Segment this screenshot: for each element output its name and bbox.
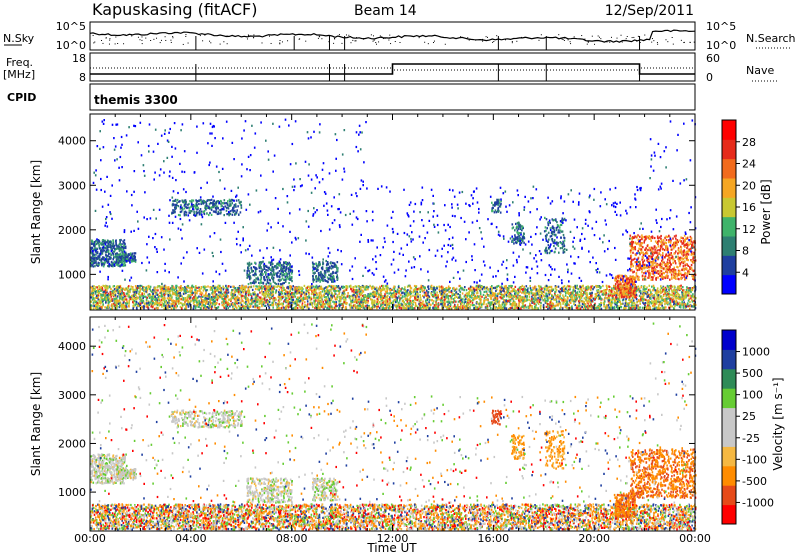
colorbar-swatch [722,465,736,486]
power-ylabel: Slant Range [km] [29,160,43,264]
colorbar-swatch [722,255,736,276]
colorbar-tick-label: 1000 [742,346,770,359]
colorbar-tick-label: -100 [742,453,767,466]
colorbar-tick-label: -1000 [742,496,774,509]
colorbar-swatch [722,274,736,295]
nave-series [90,67,695,71]
colorbar-tick-label: 8 [742,245,749,258]
nsky-tick-low: 10^0 [56,39,86,52]
cpid-value: themis 3300 [94,93,178,107]
freq-tick-high: 18 [72,52,86,65]
nave-tick-low: 0 [706,71,713,84]
colorbar-tick-label: 25 [742,410,756,423]
colorbar-tick-label: -25 [742,432,760,445]
colorbar-tick-label: 20 [742,179,756,192]
colorbar-tick-label: 24 [742,158,756,171]
nave-tick-high: 60 [706,52,720,65]
y-tick-label: 3000 [58,389,86,402]
colorbar-tick-label: 100 [742,389,763,402]
nsky-label: N.Sky [3,32,35,45]
colorbar-swatch [722,158,736,179]
colorbar-swatch [722,349,736,370]
colorbar-swatch [722,504,736,525]
colorbar-swatch [722,388,736,409]
nsky-panel: N.Sky 10^5 10^0 10^5 10^0 N.Search [3,20,796,52]
y-tick-label: 4000 [58,340,86,353]
nsearch-tick-high: 10^5 [706,20,736,33]
x-tick-label: 04:00 [175,532,207,545]
cpid-label: CPID [7,91,36,104]
freq-series [90,63,695,75]
colorbar-tick-label: 12 [742,223,756,236]
colorbar-swatch [722,178,736,198]
colorbar-tick-label: 500 [742,367,763,380]
freq-label: Freq. [6,56,33,69]
velocity-ylabel: Slant Range [km] [29,372,43,476]
y-tick-label: 3000 [58,179,86,192]
x-tick-label: 00:00 [74,532,106,545]
y-tick-label: 4000 [58,135,86,148]
colorbar-swatch [722,216,736,237]
nsearch-tick-low: 10^0 [706,39,736,52]
cpid-panel: CPID themis 3300 [7,83,696,111]
station-title: Kapuskasing (fitACF) [92,0,257,19]
x-axis-label: Time UT [366,541,417,554]
cpid-frame [89,83,696,111]
freq-unit: [MHz] [3,68,35,81]
colorbar-swatch [722,120,736,140]
velocity-colorbar: -1000 -500 -100 -25 25 100 500 1000 [721,329,774,525]
y-tick-label: 2000 [58,437,86,450]
colorbar-tick-label: 16 [742,201,756,214]
y-tick-label: 1000 [58,486,86,499]
velocity-frame [89,316,696,532]
x-tick-label: 00:00 [679,532,711,545]
power-panel: 1000 2000 3000 4000 Slant Range [km] 4 8 12 16… [29,113,773,311]
power-scatter [90,118,697,310]
x-tick-label: 16:00 [477,532,509,545]
colorbar-swatch [722,197,736,218]
colorbar-tick-label: -500 [742,475,767,488]
x-tick-label: 12:00 [377,532,409,545]
nsky-scan-markers [89,36,641,50]
colorbar-tick-label: 28 [742,136,756,149]
colorbar-tick-label: 4 [742,266,749,279]
nsky-tick-high: 10^5 [56,20,86,33]
nave-label: Nave [746,64,774,77]
x-axis-tick-labels: 00:00 04:00 08:00 12:00 16:00 20:00 00:00 [74,532,711,545]
nsky-series [89,29,696,43]
colorbar-swatch [722,236,736,256]
y-tick-label: 2000 [58,224,86,237]
x-tick-label: 08:00 [276,532,308,545]
beam-title: Beam 14 [354,3,417,19]
velocity-scatter [90,322,697,531]
velocity-colorbar-label: Velocity [m s⁻¹] [771,377,785,470]
colorbar-swatch [722,407,736,428]
power-colorbar: 4 8 12 16 20 24 28 [721,119,756,295]
freq-panel: Freq. [MHz] 18 8 60 0 Nave [3,52,778,84]
colorbar-swatch [722,139,736,160]
colorbar-swatch [722,446,736,467]
colorbar-swatch [722,330,736,350]
freq-tick-low: 8 [79,71,86,84]
y-tick-label: 1000 [58,268,86,281]
colorbar-swatch [722,485,736,506]
colorbar-swatch [722,368,736,389]
colorbar-swatch [722,427,736,447]
freq-scan-markers [89,64,641,81]
nsky-frame [89,21,696,51]
nsearch-label: N.Search [746,32,796,45]
nsearch-series [92,34,695,45]
x-tick-label: 20:00 [578,532,610,545]
date-title: 12/Sep/2011 [605,3,694,19]
power-colorbar-label: Power [dB] [759,179,773,244]
